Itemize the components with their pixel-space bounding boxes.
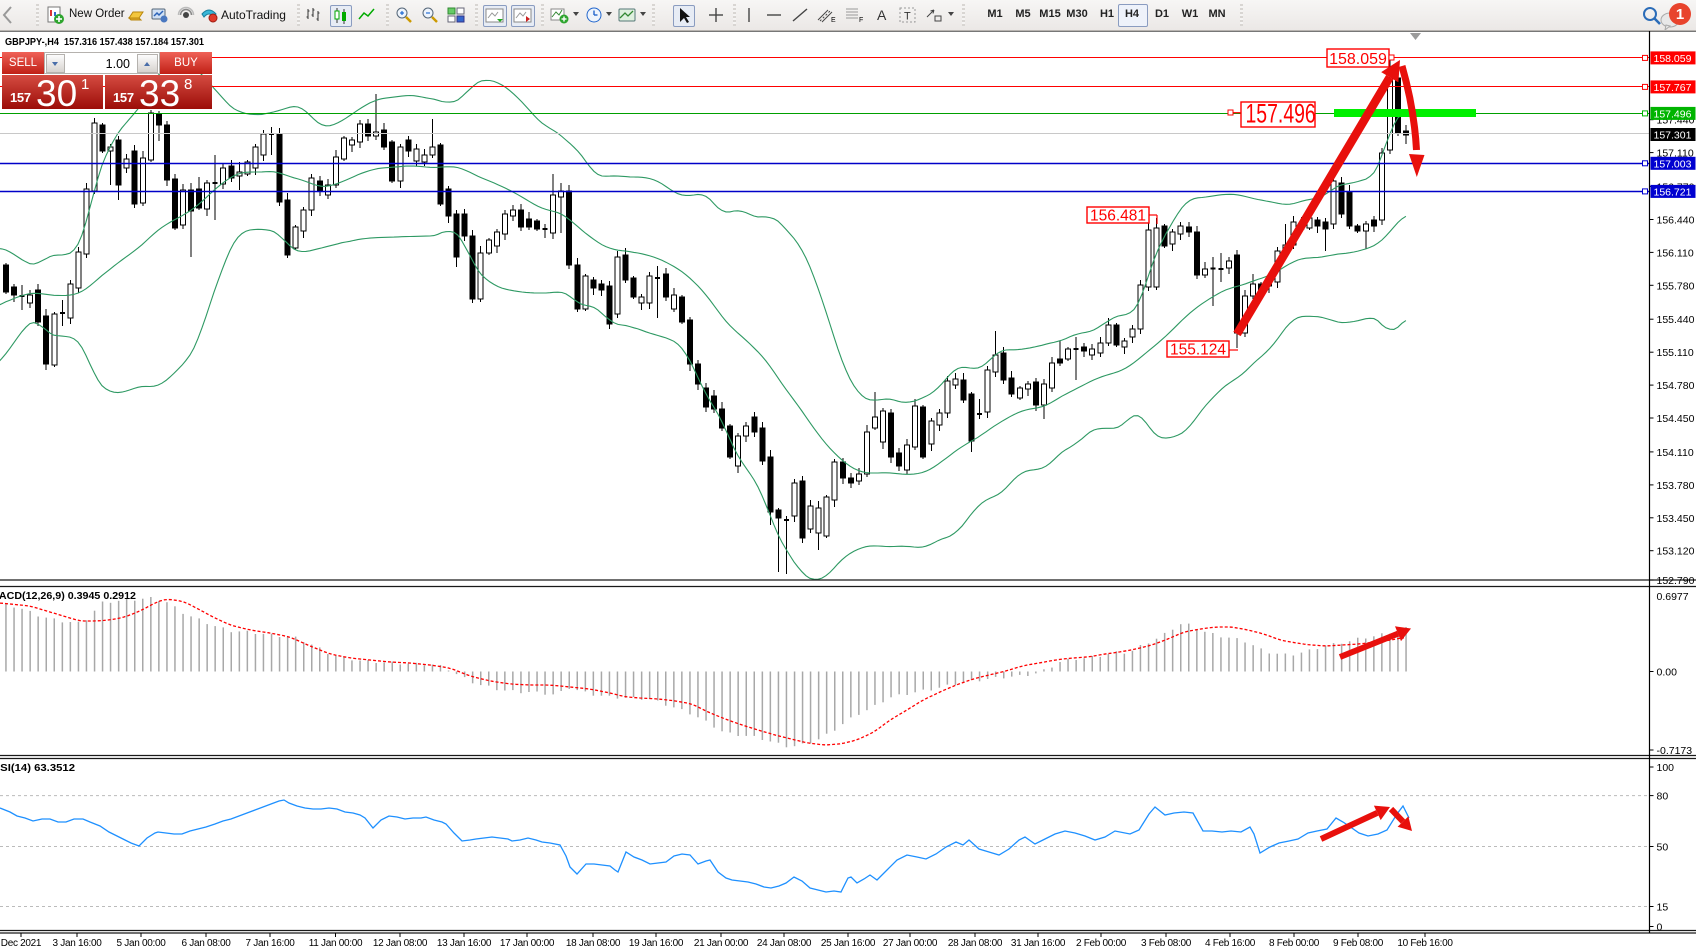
- svg-text:Dec 2021: Dec 2021: [1, 938, 42, 949]
- svg-text:1: 1: [1676, 6, 1684, 23]
- svg-text:9 Feb 08:00: 9 Feb 08:00: [1333, 938, 1384, 949]
- svg-text:12 Jan 08:00: 12 Jan 08:00: [373, 938, 428, 949]
- svg-text:3 Feb 08:00: 3 Feb 08:00: [1141, 938, 1192, 949]
- svg-text:153.450: 153.450: [1657, 513, 1695, 525]
- svg-text:157.301: 157.301: [1654, 130, 1692, 142]
- svg-text:GBPJPY-,H4 157.316 157.438 15: GBPJPY-,H4 157.316 157.438 157.184 157.3…: [5, 36, 204, 48]
- svg-text:156.721: 156.721: [1654, 186, 1692, 198]
- svg-text:-0.7173: -0.7173: [1657, 745, 1693, 757]
- svg-text:F: F: [859, 17, 863, 24]
- svg-text:0.00: 0.00: [1657, 667, 1678, 679]
- svg-text:0.6977: 0.6977: [1657, 591, 1689, 603]
- svg-text:155.440: 155.440: [1657, 314, 1695, 326]
- svg-text:5 Jan 00:00: 5 Jan 00:00: [117, 938, 167, 949]
- svg-text:156.440: 156.440: [1657, 215, 1695, 227]
- svg-text:156.110: 156.110: [1657, 247, 1694, 259]
- svg-text:RSI(14) 63.3512: RSI(14) 63.3512: [0, 762, 75, 774]
- svg-text:152.790: 152.790: [1657, 575, 1695, 587]
- svg-text:50: 50: [1657, 842, 1669, 854]
- svg-text:15: 15: [1657, 902, 1669, 914]
- svg-text:2 Feb 00:00: 2 Feb 00:00: [1076, 938, 1127, 949]
- svg-text:156.481: 156.481: [1090, 208, 1146, 225]
- svg-text:158.059: 158.059: [1329, 51, 1387, 68]
- svg-text:155.110: 155.110: [1657, 347, 1694, 359]
- svg-text:21 Jan 00:00: 21 Jan 00:00: [694, 938, 749, 949]
- svg-text:0: 0: [1657, 922, 1663, 934]
- svg-text:155.124: 155.124: [1170, 342, 1226, 359]
- svg-text:19 Jan 16:00: 19 Jan 16:00: [629, 938, 684, 949]
- svg-text:4 Feb 16:00: 4 Feb 16:00: [1205, 938, 1256, 949]
- svg-text:T: T: [904, 11, 911, 23]
- svg-text:153.120: 153.120: [1657, 546, 1695, 558]
- svg-text:7 Jan 16:00: 7 Jan 16:00: [246, 938, 296, 949]
- svg-text:27 Jan 00:00: 27 Jan 00:00: [883, 938, 938, 949]
- svg-text:158.059: 158.059: [1654, 53, 1692, 65]
- svg-text:3 Jan 16:00: 3 Jan 16:00: [53, 938, 103, 949]
- svg-text:157.496: 157.496: [1246, 98, 1316, 128]
- svg-text:25 Jan 16:00: 25 Jan 16:00: [821, 938, 876, 949]
- svg-text:80: 80: [1657, 791, 1669, 803]
- svg-text:153.780: 153.780: [1657, 480, 1695, 492]
- svg-text:10 Feb 16:00: 10 Feb 16:00: [1397, 938, 1453, 949]
- svg-text:157.110: 157.110: [1657, 148, 1694, 160]
- svg-text:157.003: 157.003: [1654, 158, 1692, 170]
- svg-text:154.450: 154.450: [1657, 413, 1695, 425]
- svg-text:17 Jan 00:00: 17 Jan 00:00: [500, 938, 555, 949]
- svg-text:157.496: 157.496: [1654, 108, 1692, 120]
- svg-text:100: 100: [1657, 762, 1675, 774]
- svg-text:A: A: [877, 7, 887, 23]
- svg-text:28 Jan 08:00: 28 Jan 08:00: [948, 938, 1003, 949]
- svg-text:11 Jan 00:00: 11 Jan 00:00: [309, 938, 363, 949]
- svg-text:154.780: 154.780: [1657, 380, 1695, 392]
- svg-text:13 Jan 16:00: 13 Jan 16:00: [437, 938, 492, 949]
- svg-text:155.780: 155.780: [1657, 280, 1695, 292]
- svg-text:6 Jan 08:00: 6 Jan 08:00: [182, 938, 232, 949]
- svg-text:31 Jan 16:00: 31 Jan 16:00: [1011, 938, 1066, 949]
- svg-text:8 Feb 00:00: 8 Feb 00:00: [1269, 938, 1320, 949]
- svg-text:157.767: 157.767: [1654, 82, 1692, 94]
- svg-text:18 Jan 08:00: 18 Jan 08:00: [566, 938, 621, 949]
- svg-text:MACD(12,26,9) 0.3945 0.2912: MACD(12,26,9) 0.3945 0.2912: [0, 590, 136, 602]
- svg-text:154.110: 154.110: [1657, 447, 1694, 459]
- svg-text:24 Jan 08:00: 24 Jan 08:00: [757, 938, 812, 949]
- svg-text:E: E: [831, 17, 836, 24]
